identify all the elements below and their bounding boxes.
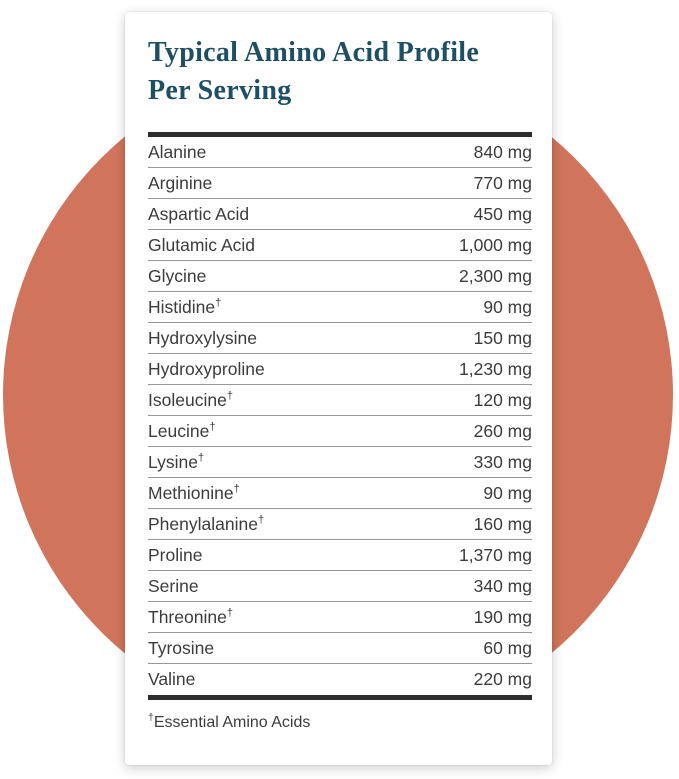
amino-acid-name-text: Tyrosine [148,637,215,658]
table-row: Isoleucine† 120 mg [148,385,532,416]
essential-dagger: † [209,420,216,433]
amino-acid-amount: 1,230 mg [459,358,532,379]
table-row: Glycine 2,300 mg [148,261,532,292]
card-title-line2: Per Serving [148,75,292,106]
footnote-text: Essential Amino Acids [153,714,311,731]
amino-acid-amount: 260 mg [473,420,532,441]
essential-dagger: † [197,451,205,464]
table-row: Valine 220 mg [148,664,532,695]
amino-acid-name-text: Glutamic Acid [148,234,255,255]
amino-acid-name-text: Lysine [148,451,198,472]
amino-acid-name: Hydroxyproline [148,359,265,380]
table-row: Serine 340 mg [148,571,532,602]
amino-acid-amount: 190 mg [473,606,532,627]
amino-acid-name: Glutamic Acid [148,235,255,256]
amino-acid-name-text: Glycine [148,265,207,286]
amino-acid-amount: 2,300 mg [459,265,532,286]
amino-acid-name-text: Isoleucine [148,389,227,410]
amino-acid-name: Leucine† [148,421,215,442]
table-row: Arginine 770 mg [148,168,532,199]
amino-acid-amount: 330 mg [473,451,532,472]
amino-acid-name-text: Histidine [148,296,216,317]
amino-acid-profile-card: Typical Amino Acid Profile Per Serving A… [125,12,552,765]
amino-acid-name: Proline [148,545,202,566]
table-row: Glutamic Acid 1,000 mg [148,230,532,261]
card-title: Typical Amino Acid Profile Per Serving [148,32,532,110]
amino-acid-name: Tyrosine [148,638,214,659]
amino-acid-amount: 340 mg [473,575,532,596]
amino-acid-name-text: Serine [148,575,199,596]
amino-acid-name: Alanine [148,142,206,163]
essential-dagger: † [215,296,222,309]
essential-dagger: † [226,606,233,619]
table-row: Lysine† 330 mg [148,447,532,478]
essential-dagger: † [257,513,265,526]
table-row: Methionine† 90 mg [148,478,532,509]
amino-acid-name-text: Valine [148,669,196,689]
amino-acid-name-text: Hydroxylysine [148,327,257,348]
amino-acid-amount: 1,000 mg [459,234,532,255]
amino-acid-name-text: Aspartic Acid [148,203,250,224]
amino-acid-amount: 90 mg [483,482,532,503]
table-row: Hydroxyproline 1,230 mg [148,354,532,385]
amino-acid-name: Isoleucine† [148,390,233,411]
amino-acid-table: Alanine 840 mg Arginine 770 mg Aspartic Acid… [148,137,532,695]
amino-acid-name: Threonine† [148,607,233,628]
amino-acid-name-text: Leucine [148,420,210,441]
amino-acid-name-text: Methionine [148,482,234,503]
amino-acid-name: Aspartic Acid [148,204,249,225]
essential-footnote: †Essential Amino Acids [148,711,532,732]
amino-acid-amount: 120 mg [473,389,532,410]
amino-acid-amount: 90 mg [483,296,532,317]
amino-acid-name: Glycine [148,266,206,287]
amino-acid-amount: 770 mg [473,172,532,193]
amino-acid-amount: 450 mg [473,203,532,224]
bottom-rule [148,695,532,700]
amino-acid-name: Histidine† [148,297,221,318]
amino-acid-amount: 1,370 mg [459,544,532,565]
amino-acid-name-text: Alanine [148,141,207,162]
amino-acid-name-text: Arginine [148,172,213,193]
amino-acid-name-text: Proline [148,544,203,565]
amino-acid-name: Arginine [148,173,212,194]
amino-acid-amount: 160 mg [473,513,532,534]
amino-acid-name: Methionine† [148,483,240,504]
essential-dagger: † [226,389,233,402]
card-title-line1: Typical Amino Acid Profile [148,37,480,68]
table-row: Aspartic Acid 450 mg [148,199,532,230]
amino-acid-amount: 150 mg [473,327,532,348]
table-row: Leucine† 260 mg [148,416,532,447]
amino-acid-amount: 220 mg [473,669,532,689]
table-row: Phenylalanine† 160 mg [148,509,532,540]
amino-acid-name: Hydroxylysine [148,328,257,349]
amino-acid-amount: 840 mg [473,141,532,162]
amino-acid-amount: 60 mg [483,637,532,658]
amino-acid-name: Valine [148,669,195,690]
table-row: Tyrosine 60 mg [148,633,532,664]
table-row: Histidine† 90 mg [148,292,532,323]
table-row: Proline 1,370 mg [148,540,532,571]
amino-acid-name: Serine [148,576,199,597]
footnote-dagger-symbol: † [148,711,154,724]
table-row: Hydroxylysine 150 mg [148,323,532,354]
top-rule [148,132,532,137]
table-row: Alanine 840 mg [148,137,532,168]
table-row: Threonine† 190 mg [148,602,532,633]
amino-acid-name: Phenylalanine† [148,514,264,535]
essential-dagger: † [233,482,240,495]
amino-acid-name-text: Hydroxyproline [148,358,265,379]
amino-acid-name: Lysine† [148,452,204,473]
amino-acid-name-text: Phenylalanine [148,513,258,534]
amino-acid-name-text: Threonine [148,606,227,627]
